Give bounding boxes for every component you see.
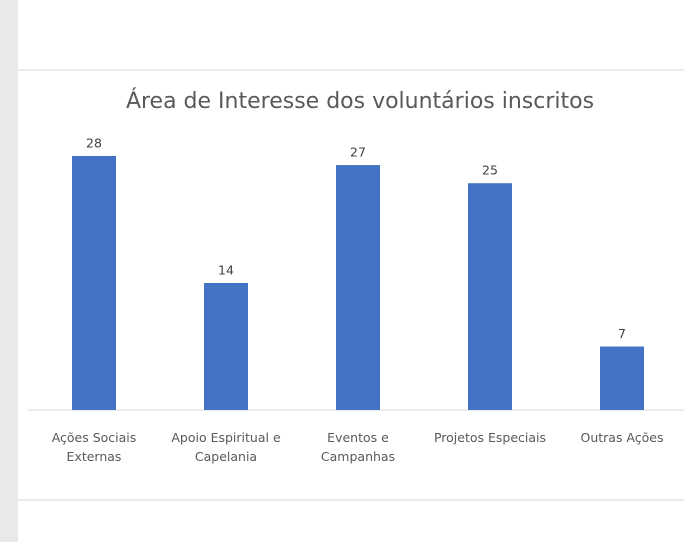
bar — [72, 156, 116, 410]
x-tick-label: Ações Sociais Externas — [51, 430, 137, 464]
x-tick-label: Projetos Especiais — [433, 430, 547, 445]
data-label: 28 — [86, 136, 102, 151]
data-label: 25 — [482, 163, 498, 178]
chart-title: Área de Interesse dos voluntários inscri… — [126, 88, 594, 114]
data-label: 27 — [350, 145, 366, 160]
x-tick-label: Apoio Espiritual e Capelania — [171, 430, 281, 464]
bar — [204, 283, 248, 410]
x-tick-label: Eventos e Campanhas — [320, 430, 396, 464]
data-label: 14 — [218, 263, 234, 278]
bar — [468, 183, 512, 410]
bar — [600, 346, 644, 410]
x-tick-label: Outras Ações — [580, 430, 664, 445]
data-label: 7 — [618, 326, 626, 341]
bar — [336, 165, 380, 410]
